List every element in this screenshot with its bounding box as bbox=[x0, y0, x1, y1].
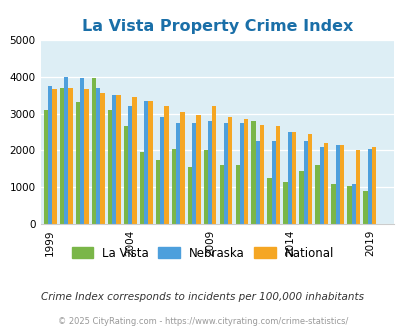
Bar bbox=[80, 79, 84, 224]
Title: La Vista Property Crime Index: La Vista Property Crime Index bbox=[81, 19, 352, 34]
Bar bbox=[235, 165, 239, 224]
Bar bbox=[48, 86, 52, 224]
Bar bbox=[347, 185, 351, 224]
Bar bbox=[116, 95, 120, 224]
Bar bbox=[180, 112, 184, 224]
Bar bbox=[128, 106, 132, 224]
Bar bbox=[319, 147, 323, 224]
Bar bbox=[339, 145, 343, 224]
Bar bbox=[44, 110, 48, 224]
Bar bbox=[228, 117, 232, 224]
Bar bbox=[267, 178, 271, 224]
Bar bbox=[160, 117, 164, 224]
Bar bbox=[52, 89, 57, 224]
Bar bbox=[155, 160, 160, 224]
Bar bbox=[283, 182, 287, 224]
Bar bbox=[84, 89, 88, 224]
Bar bbox=[175, 123, 180, 224]
Bar bbox=[255, 141, 260, 224]
Bar bbox=[148, 101, 152, 224]
Bar bbox=[196, 115, 200, 224]
Bar bbox=[355, 150, 360, 224]
Bar bbox=[371, 147, 375, 224]
Bar bbox=[323, 143, 328, 224]
Bar bbox=[291, 132, 296, 224]
Bar bbox=[75, 102, 80, 224]
Bar bbox=[203, 150, 207, 224]
Bar bbox=[287, 132, 291, 224]
Bar bbox=[219, 165, 223, 224]
Bar bbox=[299, 171, 303, 224]
Bar bbox=[124, 126, 128, 224]
Bar bbox=[212, 106, 216, 224]
Bar bbox=[100, 93, 104, 224]
Bar bbox=[107, 110, 112, 224]
Bar bbox=[351, 184, 355, 224]
Bar bbox=[239, 123, 243, 224]
Text: © 2025 CityRating.com - https://www.cityrating.com/crime-statistics/: © 2025 CityRating.com - https://www.city… bbox=[58, 317, 347, 326]
Bar bbox=[187, 167, 192, 224]
Bar bbox=[92, 79, 96, 224]
Bar bbox=[243, 119, 248, 224]
Bar bbox=[367, 148, 371, 224]
Bar bbox=[315, 165, 319, 224]
Bar bbox=[223, 123, 228, 224]
Legend: La Vista, Nebraska, National: La Vista, Nebraska, National bbox=[71, 247, 334, 260]
Bar bbox=[275, 126, 280, 224]
Bar bbox=[68, 88, 72, 224]
Bar bbox=[171, 148, 175, 224]
Bar bbox=[251, 121, 255, 224]
Bar bbox=[112, 95, 116, 224]
Bar bbox=[303, 141, 307, 224]
Bar bbox=[164, 106, 168, 224]
Bar bbox=[207, 121, 212, 224]
Bar bbox=[271, 141, 275, 224]
Text: Crime Index corresponds to incidents per 100,000 inhabitants: Crime Index corresponds to incidents per… bbox=[41, 292, 364, 302]
Bar bbox=[139, 152, 144, 224]
Bar bbox=[132, 97, 136, 224]
Bar bbox=[335, 145, 339, 224]
Bar bbox=[96, 88, 100, 224]
Bar bbox=[307, 134, 311, 224]
Bar bbox=[260, 125, 264, 224]
Bar bbox=[192, 123, 196, 224]
Bar bbox=[60, 88, 64, 224]
Bar bbox=[144, 101, 148, 224]
Bar bbox=[362, 191, 367, 224]
Bar bbox=[330, 184, 335, 224]
Bar bbox=[64, 77, 68, 224]
